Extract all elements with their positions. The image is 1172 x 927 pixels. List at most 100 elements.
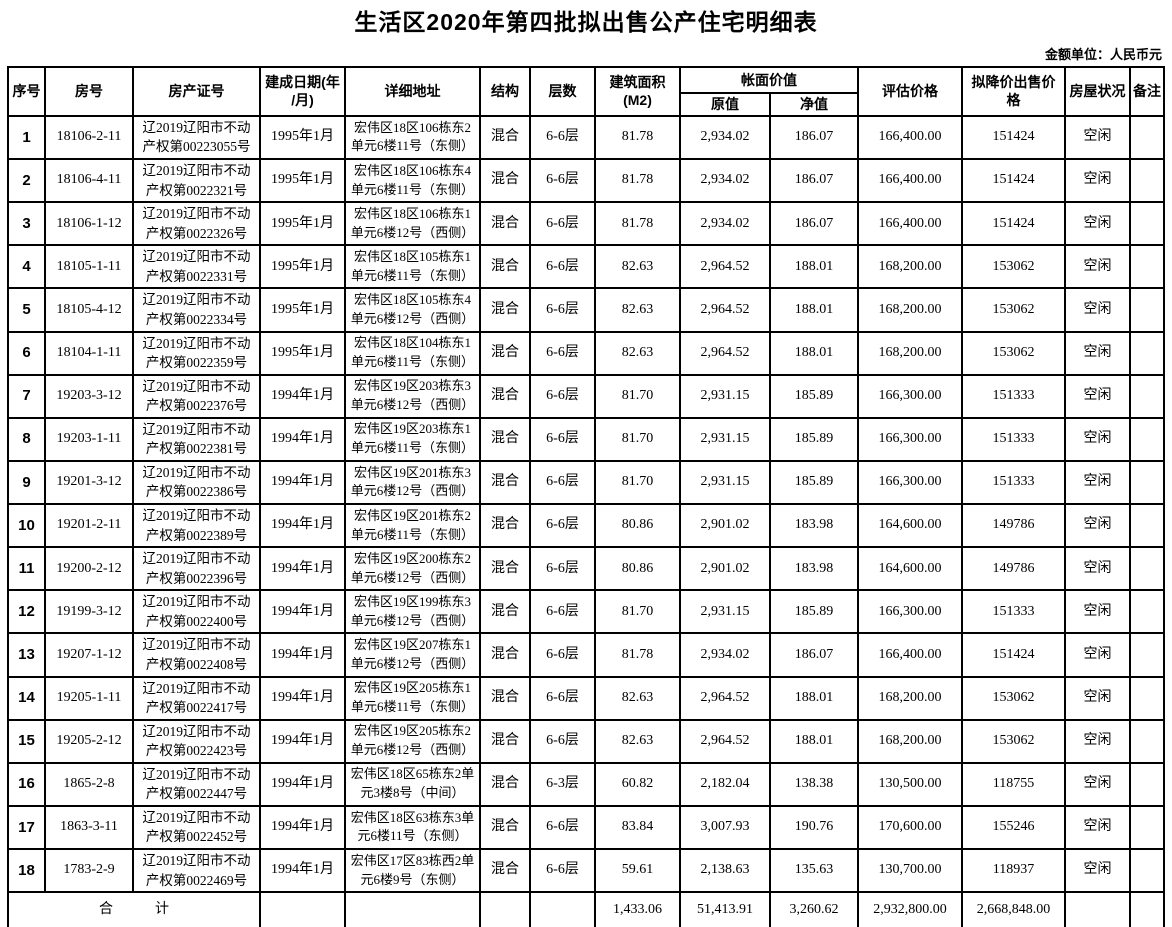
cell-reduced-price: 118755 [961, 761, 1066, 807]
cell-build-date: 1994年1月 [259, 848, 346, 894]
cell-assessed-price: 168,200.00 [857, 287, 963, 333]
table-row: 6 18104-1-11 辽2019辽阳市不动产权第0022359号 1995年1月宏… [7, 330, 1165, 376]
table-row: 13 19207-1-12 辽2019辽阳市不动产权第0022408号 1994年1月… [7, 632, 1165, 678]
total-area: 1,433.06 [594, 891, 681, 927]
cell-address: 宏伟区18区104栋东1单元6楼11号（东侧） [344, 330, 481, 376]
cell-remark [1129, 761, 1165, 807]
cell-empty [259, 891, 346, 927]
cell-build-date: 1994年1月 [259, 503, 346, 549]
cell-room-no: 19205-2-12 [44, 718, 134, 764]
cell-net-value: 188.01 [769, 718, 859, 764]
table-row: 8 19203-1-11 辽2019辽阳市不动产权第0022381号 1994年1月宏… [7, 416, 1165, 462]
cell-condition: 空闲 [1064, 201, 1131, 247]
cell-structure: 混合 [479, 589, 531, 635]
cell-address: 宏伟区18区105栋东1单元6楼11号（东侧） [344, 244, 481, 290]
cell-structure: 混合 [479, 848, 531, 894]
cell-condition: 空闲 [1064, 416, 1131, 462]
cell-assessed-price: 166,300.00 [857, 373, 963, 419]
cell-address: 宏伟区19区203栋东1单元6楼11号（东侧） [344, 416, 481, 462]
cell-build-date: 1994年1月 [259, 373, 346, 419]
cell-reduced-price: 151424 [961, 158, 1066, 204]
cell-net-value: 185.89 [769, 589, 859, 635]
cell-empty [344, 891, 481, 927]
cell-area: 60.82 [594, 761, 681, 807]
cell-build-date: 1995年1月 [259, 244, 346, 290]
cell-reduced-price: 153062 [961, 244, 1066, 290]
cell-cert-no: 辽2019辽阳市不动产权第0022386号 [132, 459, 261, 506]
col-header-room-no: 房号 [44, 66, 134, 117]
cell-empty [479, 891, 531, 927]
table-row: 5 18105-4-12 辽2019辽阳市不动产权第0022334号 1995年1月宏… [7, 287, 1165, 333]
cell-original-value: 2,931.15 [679, 416, 771, 462]
cell-cert-no: 辽2019辽阳市不动产权第0022400号 [132, 589, 261, 635]
cell-assessed-price: 130,500.00 [857, 761, 963, 807]
cell-structure: 混合 [479, 503, 531, 549]
cell-cert-no: 辽2019辽阳市不动产权第0022423号 [132, 718, 261, 764]
cell-condition: 空闲 [1064, 675, 1131, 721]
cell-area: 82.63 [594, 330, 681, 376]
cell-structure: 混合 [479, 201, 531, 247]
cell-cert-no: 辽2019辽阳市不动产权第0022359号 [132, 330, 261, 376]
cell-net-value: 188.01 [769, 244, 859, 290]
cell-assessed-price: 166,400.00 [857, 201, 963, 247]
table-row: 18 1783-2-9 辽2019辽阳市不动产权第0022469号 1994年1月 宏伟… [7, 848, 1165, 894]
cell-address: 宏伟区18区63栋东3单元6楼11号（东侧） [344, 804, 481, 851]
cell-structure: 混合 [479, 158, 531, 204]
cell-floors: 6-6层 [529, 804, 596, 851]
cell-seq: 9 [7, 459, 46, 506]
cell-address: 宏伟区18区106栋东4单元6楼11号（东侧） [344, 158, 481, 204]
cell-floors: 6-6层 [529, 459, 596, 506]
cell-room-no: 19200-2-12 [44, 546, 134, 592]
cell-original-value: 2,964.52 [679, 244, 771, 290]
cell-net-value: 186.07 [769, 114, 859, 161]
cell-floors: 6-6层 [529, 718, 596, 764]
col-header-condition: 房屋状况 [1064, 66, 1131, 117]
cell-empty [1129, 891, 1165, 927]
page-title: 生活区2020年第四批拟出售公产住宅明细表 [354, 9, 818, 35]
table-row: 10 19201-2-11 辽2019辽阳市不动产权第0022389号 1994年1月… [7, 503, 1165, 549]
cell-address: 宏伟区19区200栋东2单元6楼12号（西侧） [344, 546, 481, 592]
cell-structure: 混合 [479, 459, 531, 506]
cell-seq: 18 [7, 848, 46, 894]
cell-seq: 15 [7, 718, 46, 764]
cell-original-value: 2,931.15 [679, 459, 771, 506]
cell-area: 83.84 [594, 804, 681, 851]
table-row: 1 18106-2-11 辽2019辽阳市不动产权第00223055号 1995年1月… [7, 114, 1165, 161]
cell-original-value: 2,934.02 [679, 632, 771, 678]
cell-address: 宏伟区18区106栋东1单元6楼12号（西侧） [344, 201, 481, 247]
cell-cert-no: 辽2019辽阳市不动产权第0022331号 [132, 244, 261, 290]
cell-area: 80.86 [594, 546, 681, 592]
cell-cert-no: 辽2019辽阳市不动产权第0022334号 [132, 287, 261, 333]
cell-remark [1129, 459, 1165, 506]
cell-original-value: 2,934.02 [679, 201, 771, 247]
unit-note: 金额单位：人民币元 [1044, 47, 1162, 62]
cell-cert-no: 辽2019辽阳市不动产权第0022389号 [132, 503, 261, 549]
cell-address: 宏伟区19区199栋东3单元6楼12号（西侧） [344, 589, 481, 635]
cell-room-no: 1783-2-9 [44, 848, 134, 894]
cell-original-value: 2,934.02 [679, 158, 771, 204]
cell-floors: 6-6层 [529, 675, 596, 721]
table-row: 12 19199-3-12 辽2019辽阳市不动产权第0022400号 1994年1月… [7, 589, 1165, 635]
cell-remark [1129, 201, 1165, 247]
cell-area: 81.70 [594, 459, 681, 506]
cell-structure: 混合 [479, 287, 531, 333]
cell-room-no: 18106-1-12 [44, 201, 134, 247]
total-assessed-price: 2,932,800.00 [857, 891, 963, 927]
col-header-remark: 备注 [1129, 66, 1165, 117]
cell-build-date: 1995年1月 [259, 201, 346, 247]
cell-original-value: 2,901.02 [679, 546, 771, 592]
cell-build-date: 1994年1月 [259, 675, 346, 721]
cell-condition: 空闲 [1064, 546, 1131, 592]
cell-empty [529, 891, 596, 927]
cell-net-value: 188.01 [769, 287, 859, 333]
col-header-address: 详细地址 [344, 66, 481, 117]
cell-net-value: 183.98 [769, 546, 859, 592]
cell-cert-no: 辽2019辽阳市不动产权第0022381号 [132, 416, 261, 462]
cell-original-value: 2,901.02 [679, 503, 771, 549]
cell-address: 宏伟区19区205栋东2单元6楼12号（西侧） [344, 718, 481, 764]
cell-build-date: 1994年1月 [259, 546, 346, 592]
cell-seq: 14 [7, 675, 46, 721]
table-row: 15 19205-2-12 辽2019辽阳市不动产权第0022423号 1994年1月… [7, 718, 1165, 764]
cell-build-date: 1994年1月 [259, 761, 346, 807]
